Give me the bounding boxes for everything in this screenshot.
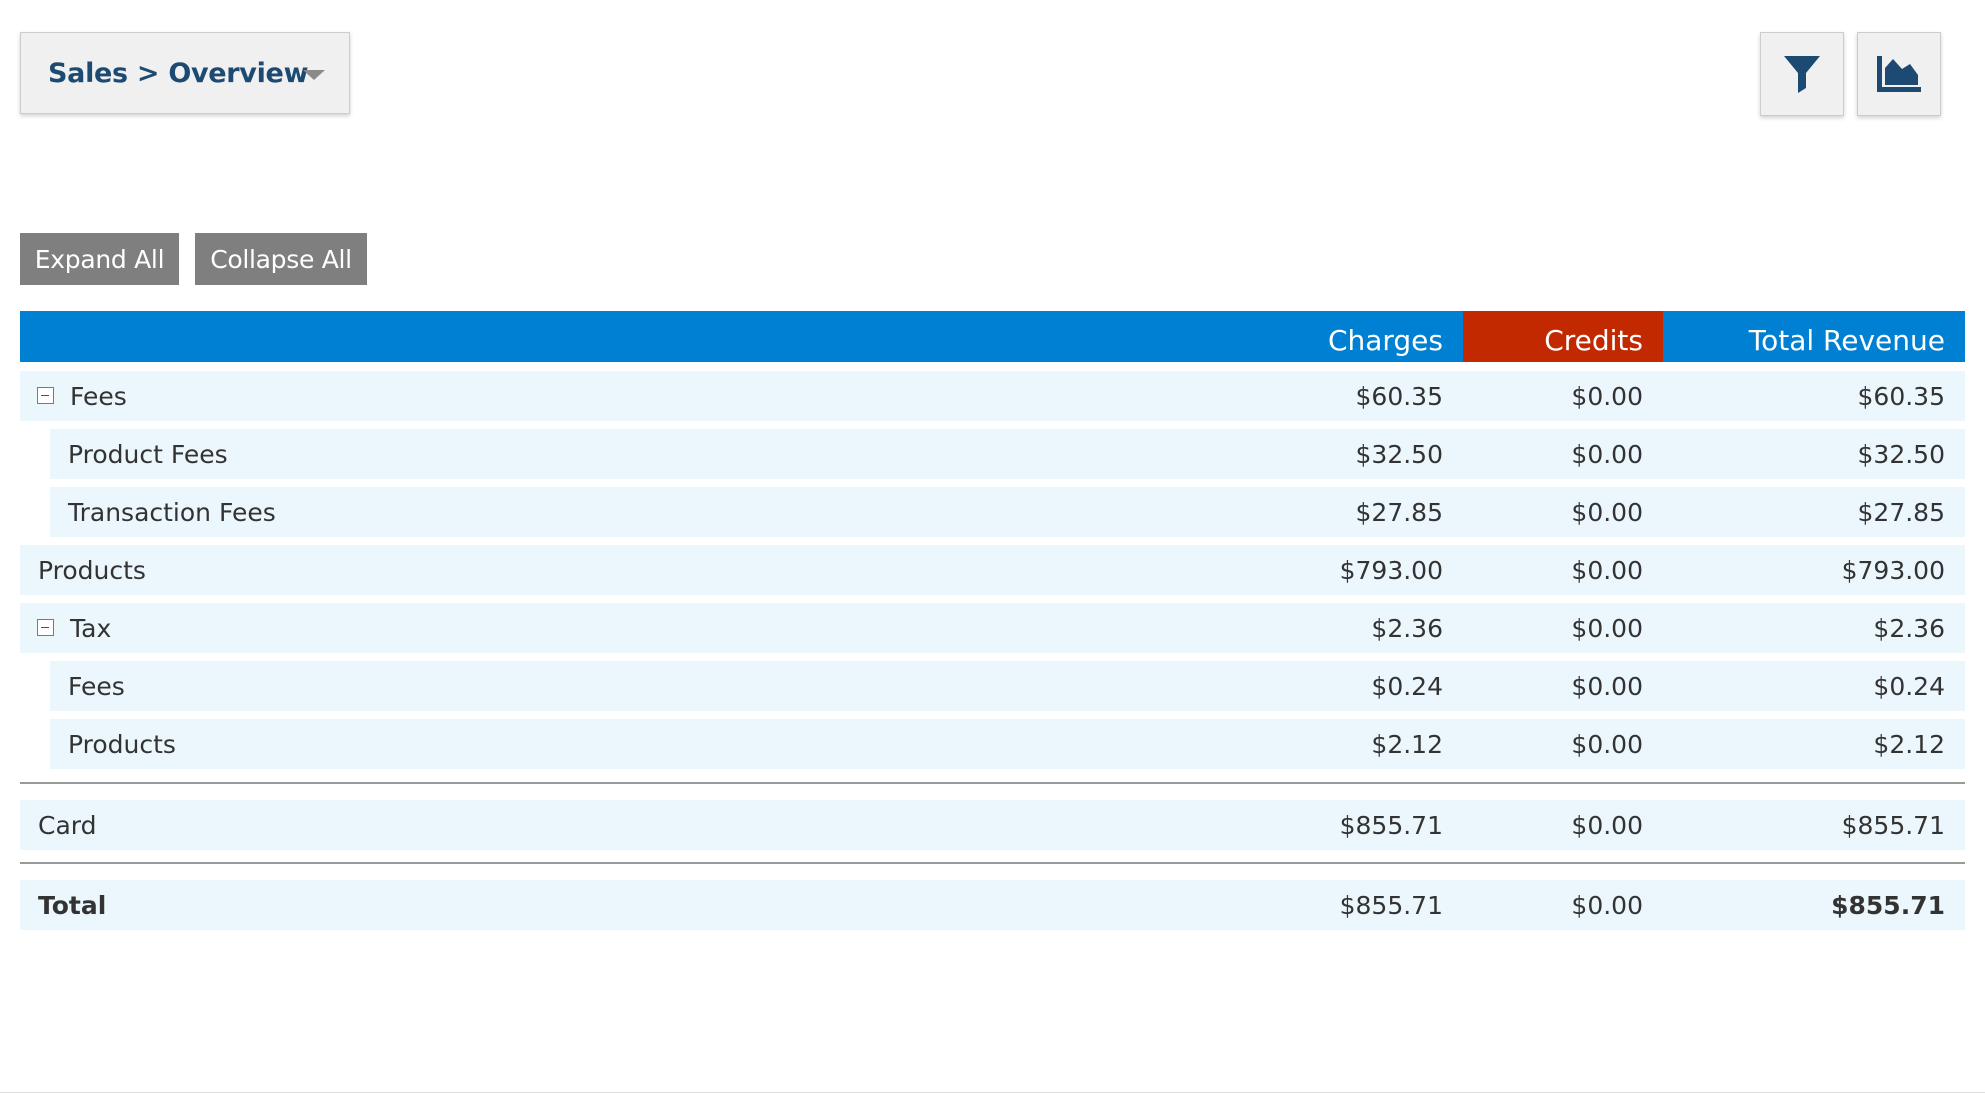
- cell-total-revenue: $2.12: [1873, 729, 1945, 759]
- table-row[interactable]: Fees $60.35 $0.00 $60.35: [20, 371, 1965, 421]
- row-label: Tax: [70, 613, 112, 643]
- cell-total-revenue: $793.00: [1841, 555, 1945, 585]
- cell-credits: $0.00: [1571, 381, 1643, 411]
- cell-charges: $2.12: [1371, 729, 1443, 759]
- table-row: Transaction Fees $27.85 $0.00 $27.85: [50, 487, 1965, 537]
- breadcrumb: Sales > Overview: [48, 57, 309, 89]
- caret-down-icon: [303, 70, 325, 80]
- cell-total-revenue: $32.50: [1857, 439, 1945, 469]
- table-header: Charges Credits Total Revenue: [20, 311, 1965, 362]
- filter-icon: [1784, 56, 1820, 93]
- cell-charges: $855.71: [1339, 810, 1443, 840]
- row-label: Card: [38, 810, 97, 840]
- cell-credits: $0.00: [1571, 671, 1643, 701]
- cell-charges: $793.00: [1339, 555, 1443, 585]
- area-chart-icon: [1877, 56, 1921, 92]
- table-row: Product Fees $32.50 $0.00 $32.50: [50, 429, 1965, 479]
- table-row: Products $793.00 $0.00 $793.00: [20, 545, 1965, 595]
- cell-charges: $2.36: [1371, 613, 1443, 643]
- table-row[interactable]: Tax $2.36 $0.00 $2.36: [20, 603, 1965, 653]
- collapse-toggle-icon[interactable]: [37, 619, 54, 636]
- collapse-toggle-icon[interactable]: [37, 387, 54, 404]
- cell-charges: $60.35: [1355, 381, 1443, 411]
- row-label: Products: [68, 729, 176, 759]
- column-header-charges[interactable]: Charges: [1327, 324, 1443, 357]
- cell-credits: $0.00: [1571, 497, 1643, 527]
- section-divider: [20, 862, 1965, 864]
- cell-credits: $0.00: [1571, 555, 1643, 585]
- table-row: Products $2.12 $0.00 $2.12: [50, 719, 1965, 769]
- cell-charges: $0.24: [1371, 671, 1443, 701]
- page-bottom-border: [0, 1092, 1985, 1093]
- total-row: Total $855.71 $0.00 $855.71: [20, 880, 1965, 930]
- cell-total-revenue: $2.36: [1873, 613, 1945, 643]
- column-header-total-revenue[interactable]: Total Revenue: [1748, 324, 1945, 357]
- row-label: Product Fees: [68, 439, 228, 469]
- row-label: Products: [38, 555, 146, 585]
- cell-total-revenue: $0.24: [1873, 671, 1945, 701]
- cell-credits: $0.00: [1571, 613, 1643, 643]
- cell-charges: $32.50: [1355, 439, 1443, 469]
- cell-total-revenue: $27.85: [1857, 497, 1945, 527]
- section-divider: [20, 782, 1965, 784]
- collapse-all-button[interactable]: Collapse All: [195, 233, 367, 285]
- cell-credits: $0.00: [1571, 729, 1643, 759]
- filter-button[interactable]: [1760, 32, 1844, 116]
- cell-credits: $0.00: [1571, 439, 1643, 469]
- cell-charges: $27.85: [1355, 497, 1443, 527]
- row-label: Fees: [68, 671, 125, 701]
- row-label: Transaction Fees: [68, 497, 276, 527]
- expand-all-button[interactable]: Expand All: [20, 233, 179, 285]
- cell-charges: $855.71: [1339, 890, 1443, 920]
- row-label: Fees: [70, 381, 127, 411]
- row-label: Total: [38, 890, 107, 920]
- column-header-credits[interactable]: Credits: [1463, 311, 1663, 362]
- breadcrumb-dropdown[interactable]: Sales > Overview: [20, 32, 350, 114]
- cell-total-revenue: $60.35: [1857, 381, 1945, 411]
- cell-credits: $0.00: [1571, 890, 1643, 920]
- cell-total-revenue: $855.71: [1831, 890, 1945, 920]
- chart-button[interactable]: [1857, 32, 1941, 116]
- table-row: Fees $0.24 $0.00 $0.24: [50, 661, 1965, 711]
- revenue-table: Charges Credits Total Revenue: [20, 311, 1965, 362]
- payment-row: Card $855.71 $0.00 $855.71: [20, 800, 1965, 850]
- cell-total-revenue: $855.71: [1841, 810, 1945, 840]
- cell-credits: $0.00: [1571, 810, 1643, 840]
